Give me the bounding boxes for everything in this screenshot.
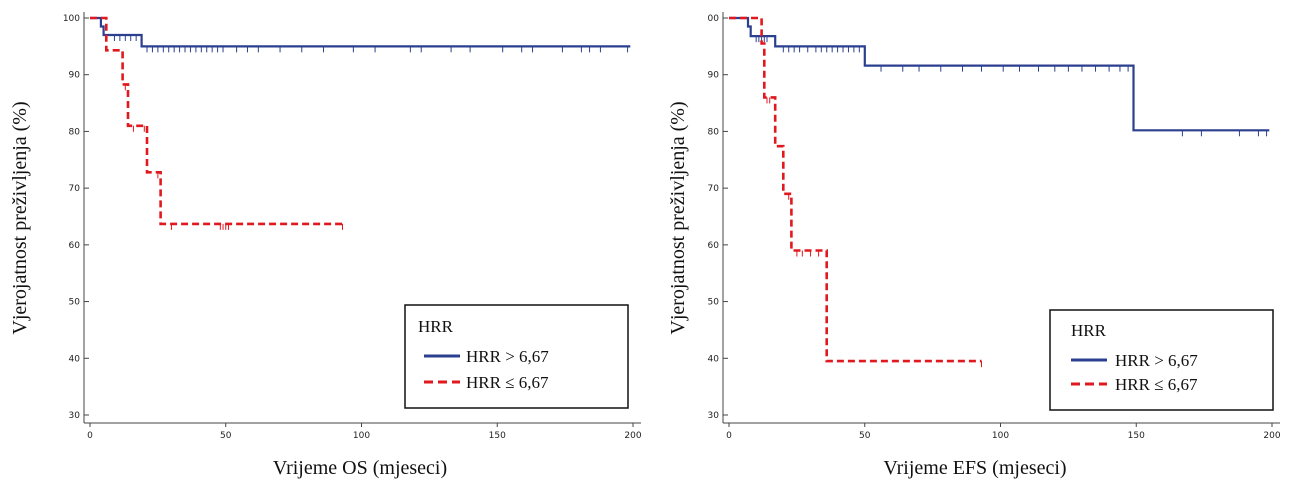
efs-y-tick-label: 50 [708,298,720,308]
os-y-tick-label: 30 [69,411,81,421]
os-y-axis-title: Vjerojatnost preživljenja (%) [9,101,31,334]
os-series-high-line [90,16,631,48]
os-x-tick-label: 150 [489,431,506,441]
efs-x-axis-title: Vrijeme EFS (mjeseci) [883,457,1066,479]
os-legend-label-high: HRR > 6,67 [466,347,549,366]
os-legend-label-low: HRR ≤ 6,67 [466,373,549,392]
efs-y-axis-title: Vjerojatnost preživljenja (%) [667,101,689,334]
efs-y-tick-label: 80 [708,127,720,137]
os-series-low-line [90,16,346,226]
os-x-tick-label: 100 [353,431,370,441]
os-y-tick-label: 90 [69,71,81,81]
efs-x-tick-label: 0 [726,431,732,441]
efs-legend-label-low: HRR ≤ 6,67 [1115,375,1198,394]
efs-series-low-line [729,16,982,363]
efs-y-tick-label: 40 [708,354,720,364]
os-x-axis-title: Vrijeme OS (mjeseci) [273,457,447,479]
os-y-tick-label: 70 [69,184,81,194]
os-y-tick-label: 50 [69,298,81,308]
efs-y-tick-label: 00 [708,14,720,24]
efs-x-tick-label: 200 [1263,431,1280,441]
efs-chart: Vjerojatnost preživljenja (%) Vrijeme EF… [667,12,1281,479]
os-x-tick-label: 50 [220,431,232,441]
os-x-tick-label: 200 [624,431,641,441]
efs-y-tick-label: 60 [708,241,720,251]
efs-x-tick-label: 150 [1128,431,1145,441]
os-plot-area: 30 40 50 60 70 80 90 100 0 50 100 150 200 [63,12,642,441]
efs-legend: HRR HRR > 6,67 HRR ≤ 6,67 [1049,309,1274,411]
os-y-tick-label: 100 [63,14,80,24]
efs-x-tick-label: 50 [859,431,871,441]
os-y-tick-label: 60 [69,241,81,251]
os-y-tick-label: 80 [69,127,81,137]
efs-y-tick-label: 30 [708,411,720,421]
efs-legend-label-high: HRR > 6,67 [1115,351,1198,370]
os-chart: Vjerojatnost preživljenja (%) Vrijeme OS… [9,12,642,479]
efs-x-tick-label: 100 [992,431,1009,441]
os-legend-title: HRR [418,317,454,336]
os-y-tick-label: 40 [69,354,81,364]
efs-series-high-line [729,16,1270,132]
efs-legend-title: HRR [1071,321,1107,340]
os-legend: HRR HRR > 6,67 HRR ≤ 6,67 [404,304,629,409]
efs-y-tick-label: 70 [708,184,720,194]
os-x-tick-label: 0 [87,431,93,441]
efs-y-tick-label: 90 [708,71,720,81]
